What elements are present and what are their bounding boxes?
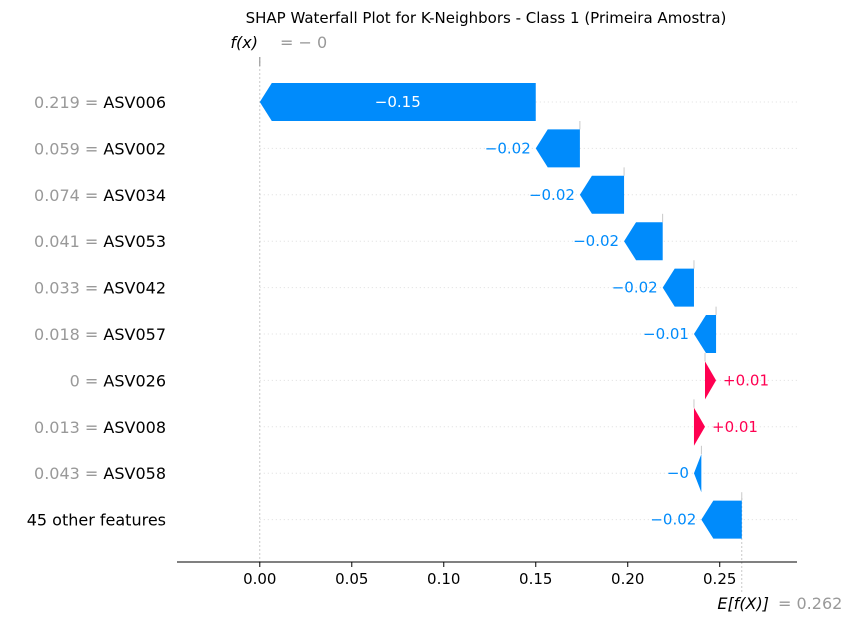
bar-value-label: −0.01 [643,325,689,343]
waterfall-bar [624,222,663,261]
x-tick-label: 0.10 [427,570,460,588]
feature-name: ASV008 [103,418,166,437]
waterfall-bar [705,361,717,400]
guide-lines [259,57,743,592]
waterfall-bar [693,315,717,353]
waterfall-bar [693,454,702,493]
feature-name: ASV042 [103,279,166,298]
expected-value-annotation: E[f(X)] = 0.262 [717,594,842,613]
x-tick-label: 0.15 [519,570,552,588]
bar-value-label: −0.02 [650,511,696,529]
feature-label: 0 = ASV026 [70,371,166,390]
feature-name: ASV006 [103,93,166,112]
feature-name: 45 other features [27,511,166,530]
x-tick-label: 0.25 [703,570,736,588]
bar-value-label: −0 [667,464,689,482]
feature-label: 45 other features [27,511,166,530]
ef-label: E[f(X)] [717,594,769,613]
bar-value-label: −0.02 [573,232,619,250]
feature-label: 0.043 = ASV058 [34,464,166,483]
feature-value: 0.033 = [34,279,103,298]
feature-label: 0.219 = ASV006 [34,93,166,112]
feature-value: 0.043 = [34,464,103,483]
feature-name: ASV058 [103,464,166,483]
bars: −0.15 −0.02 −0.02 −0.02 −0.02 −0.01 +0.01 +0.01… [259,83,769,539]
waterfall-bar [662,268,694,307]
feature-value: 0 = [70,371,104,390]
ef-value: = 0.262 [778,594,842,613]
x-tick-label: 0.00 [243,570,276,588]
feature-label: 0.033 = ASV042 [34,279,166,298]
feature-label: 0.041 = ASV053 [34,232,166,251]
x-tick-label: 0.20 [611,570,644,588]
waterfall-bar [579,175,625,214]
bar-value-label: +0.01 [723,371,769,389]
fx-value: = − 0 [280,33,327,52]
waterfall-bar [693,407,706,446]
feature-name: ASV026 [103,371,166,390]
bar-value-label: +0.01 [712,418,758,436]
x-axis: 0.00 0.05 0.10 0.15 0.20 0.25 [177,561,797,588]
feature-value: 0.013 = [34,418,103,437]
fx-label: f(x) [230,33,258,52]
feature-label: 0.074 = ASV034 [34,186,166,205]
feature-value: 0.074 = [34,186,103,205]
feature-value: 0.018 = [34,325,103,344]
fx-annotation: f(x) = − 0 [230,33,327,52]
feature-name: ASV002 [103,139,166,158]
feature-name: ASV053 [103,232,166,251]
feature-name: ASV034 [103,186,166,205]
feature-value: 0.041 = [34,232,103,251]
waterfall-bar [535,129,580,168]
feature-label: 0.018 = ASV057 [34,325,166,344]
feature-label: 0.013 = ASV008 [34,418,166,437]
bar-value-label: −0.02 [529,186,575,204]
feature-value: 0.219 = [34,93,103,112]
row-labels: 0.219 = ASV006 0.059 = ASV002 0.074 = ASV0… [27,93,166,530]
feature-name: ASV057 [103,325,166,344]
bar-value-label: −0.02 [612,279,658,297]
waterfall-bar [701,500,742,539]
bar-value-label: −0.15 [375,93,421,111]
feature-label: 0.059 = ASV002 [34,139,166,158]
feature-value: 0.059 = [34,139,103,158]
x-tick-label: 0.05 [335,570,368,588]
bar-value-label: −0.02 [485,139,531,157]
chart-title: SHAP Waterfall Plot for K-Neighbors - Cl… [246,9,727,27]
waterfall-bar [259,83,536,121]
